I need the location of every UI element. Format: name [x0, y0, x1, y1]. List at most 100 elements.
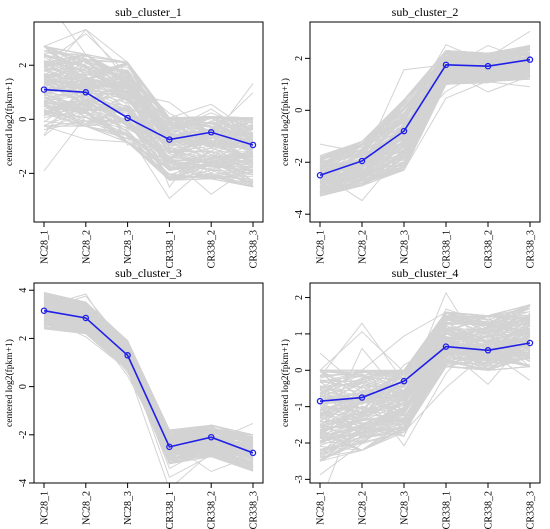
gene-profile-line — [43, 74, 254, 144]
x-tick-label: NC28_1 — [40, 491, 51, 525]
gene-profile-line — [319, 46, 531, 169]
gene-profile-line — [43, 33, 254, 148]
mean-series-point — [358, 157, 366, 165]
panel-sub-cluster-2: sub_cluster_2 centered log2(fpkm+1) -4 -2… — [280, 5, 541, 268]
panel-title: sub_cluster_2 — [392, 5, 459, 19]
y-axis-label: centered log2(fpkm+1) — [280, 339, 291, 427]
gene-profile-line — [43, 312, 254, 444]
gene-profile-line — [319, 51, 531, 158]
x-tick-label: NC28_1 — [316, 491, 327, 525]
gene-profile-line — [43, 110, 254, 188]
x-tick-label: CR338_1 — [442, 230, 453, 268]
gene-profile-line — [43, 100, 254, 163]
gene-profile-line — [319, 315, 531, 395]
panel-title: sub_cluster_4 — [392, 266, 459, 280]
y-tick-label: -4 — [294, 210, 305, 218]
mean-series-point — [316, 171, 324, 179]
x-tick-label: NC28_1 — [316, 230, 327, 264]
gene-profile-line — [43, 75, 254, 162]
x-tick-label: CR338_3 — [249, 230, 260, 268]
x-tick-label: CR338_2 — [484, 230, 495, 268]
mean-series-point — [40, 307, 48, 314]
gene-profile-line — [43, 120, 254, 168]
plot-frame — [33, 282, 264, 484]
gene-profile-line — [43, 328, 254, 466]
panel-title: sub_cluster_3 — [115, 266, 182, 280]
panel-sub-cluster-1: sub_cluster_1 centered log2(fpkm+1) -2 0 2… — [4, 5, 264, 268]
x-tick-label: NC28_2 — [358, 230, 369, 264]
plot-frame — [309, 21, 541, 223]
panel-sub-cluster-4: sub_cluster_4 centered log2(fpkm+1) -3 -2… — [280, 266, 541, 529]
gene-profiles — [43, 22, 254, 200]
x-tick-label: NC28_1 — [40, 230, 51, 264]
gene-profile-line — [319, 55, 531, 175]
y-axis-label: centered log2(fpkm+1) — [4, 339, 15, 427]
gene-profile-line — [319, 352, 531, 462]
y-tick-label: 0 — [18, 117, 29, 122]
gene-profile-line — [43, 292, 254, 445]
gene-profiles — [43, 292, 254, 483]
mean-series-point — [400, 377, 408, 385]
gene-profile-line — [43, 61, 254, 157]
gene-profile-line — [319, 333, 531, 437]
gene-profile-line — [319, 327, 531, 416]
plot-frame — [309, 282, 541, 484]
gene-profile-line — [319, 70, 531, 197]
y-axis-label: centered log2(fpkm+1) — [4, 78, 15, 166]
mean-series-point — [442, 61, 450, 69]
y-tick-label: 0 — [294, 108, 305, 113]
gene-profile-line — [43, 318, 254, 465]
mean-series-point — [166, 443, 173, 451]
panel-sub-cluster-3: sub_cluster_3 centered log2(fpkm+1) -4 -2… — [4, 266, 264, 529]
gene-profile-line — [43, 60, 254, 141]
mean-series-point — [40, 86, 48, 93]
mean-series-point — [124, 352, 131, 359]
gene-profile-line — [319, 67, 531, 197]
mean-series-point — [82, 89, 90, 96]
gene-profile-line — [319, 78, 531, 194]
mean-series-point — [166, 136, 173, 143]
x-tick-label: CR338_2 — [207, 230, 218, 268]
gene-profile-line — [319, 47, 531, 171]
mean-series-line — [43, 88, 254, 146]
gene-profile-line — [43, 101, 254, 188]
x-tick-label: CR338_3 — [249, 491, 260, 529]
y-tick-label: 2 — [18, 63, 29, 68]
y-tick-label: 0 — [18, 384, 29, 389]
x-tick-label: NC28_3 — [400, 491, 411, 525]
gene-profile-line — [43, 62, 254, 160]
mean-series-point — [249, 449, 257, 457]
y-tick-label: 2 — [18, 336, 29, 341]
mean-series-point — [442, 343, 450, 350]
x-tick-label: CR338_3 — [526, 491, 537, 529]
x-tick-label: CR338_2 — [207, 491, 218, 529]
x-tick-label: CR338_1 — [442, 491, 453, 529]
gene-profile-line — [319, 50, 531, 159]
gene-profile-line — [319, 331, 531, 405]
y-tick-label: -4 — [18, 479, 29, 487]
gene-profile-line — [43, 313, 254, 466]
gene-profile-line — [43, 53, 254, 121]
mean-series-point — [358, 394, 366, 401]
gene-profile-line — [43, 312, 254, 458]
x-tick-label: CR338_2 — [484, 491, 495, 529]
mean-series-point — [82, 314, 90, 322]
y-axis-label: centered log2(fpkm+1) — [280, 78, 291, 166]
x-tick-label: CR338_1 — [165, 230, 176, 268]
mean-series-point — [484, 347, 492, 354]
y-tick-label: -2 — [294, 439, 305, 447]
mean-series-point — [207, 129, 215, 136]
y-tick-label: -1 — [294, 402, 305, 410]
gene-profile-line — [319, 65, 531, 175]
gene-profile-line — [319, 73, 531, 197]
mean-series-point — [484, 62, 492, 70]
gene-profile-line — [319, 344, 531, 443]
gene-profile-line — [43, 107, 254, 161]
x-tick-label: CR338_3 — [526, 230, 537, 268]
gene-profile-line — [43, 50, 254, 121]
mean-series-point — [124, 114, 131, 122]
gene-profiles — [319, 30, 531, 202]
panel-title: sub_cluster_1 — [115, 5, 182, 19]
gene-profile-line — [43, 94, 254, 153]
